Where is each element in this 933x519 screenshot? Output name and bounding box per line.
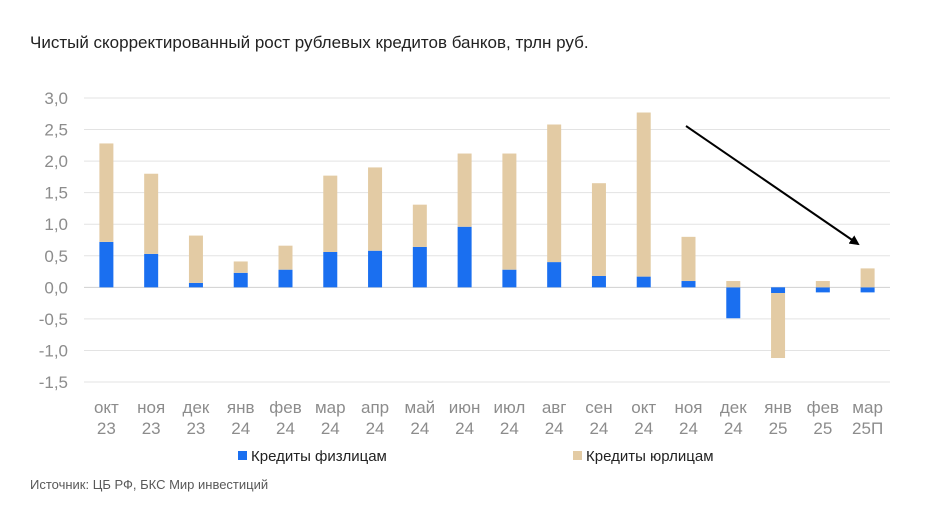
x-tick-label-year: 24: [589, 419, 608, 438]
y-tick-label: 3,0: [44, 89, 68, 108]
x-tick-label-year: 24: [321, 419, 340, 438]
bars-layer: [99, 112, 875, 359]
bar-individuals: [636, 276, 651, 288]
x-tick-label-year: 25: [813, 419, 832, 438]
y-tick-label: 0,5: [44, 247, 68, 266]
x-tick-label-year: 23: [186, 419, 205, 438]
x-tick-label-month: окт: [94, 398, 119, 417]
x-tick-label-year: 24: [679, 419, 698, 438]
x-tick-label-month: ноя: [674, 398, 702, 417]
x-tick-label-month: сен: [585, 398, 612, 417]
x-tick-label-month: фев: [807, 398, 839, 417]
x-tick-label-year: 24: [634, 419, 653, 438]
bar-individuals: [278, 269, 293, 288]
x-tick-label-month: дек: [720, 398, 747, 417]
source-note: Источник: ЦБ РФ, БКС Мир инвестиций: [30, 477, 269, 492]
bar-individuals: [815, 287, 830, 293]
bar-individuals: [771, 287, 786, 294]
legend-swatch: [573, 451, 582, 460]
bar-corporates: [636, 112, 651, 277]
x-tick-label-year: 24: [410, 419, 429, 438]
bar-corporates: [547, 124, 562, 263]
x-tick-label-year: 24: [366, 419, 385, 438]
bar-corporates: [815, 281, 830, 288]
bar-individuals: [144, 253, 159, 288]
bar-corporates: [726, 281, 741, 288]
bar-corporates: [860, 268, 875, 288]
bar-individuals: [502, 269, 517, 288]
y-axis-ticks: 3,0 2,5 2,0 1,5 1,0 0,5 0,0 -0,5 -1,0 -1,5: [39, 89, 68, 392]
chart-title: Чистый скорректированный рост рублевых к…: [30, 33, 589, 52]
x-axis-ticks: окт 23 ноя 23 дек 23 янв 24 фев 24 мар 24 апр 24 май 24…: [94, 398, 883, 438]
x-tick-label-year: 23: [97, 419, 116, 438]
x-tick-label-month: мар: [852, 398, 883, 417]
bar-corporates: [144, 173, 159, 254]
x-tick-label-year: 24: [455, 419, 474, 438]
x-tick-label-year: 24: [276, 419, 295, 438]
x-tick-label-year: 24: [500, 419, 519, 438]
x-tick-label-year: 25П: [852, 419, 883, 438]
x-tick-label-month: июл: [493, 398, 525, 417]
bar-individuals: [188, 282, 203, 288]
x-tick-label-month: апр: [361, 398, 389, 417]
y-tick-label: -1,0: [39, 341, 68, 360]
legend-swatch: [238, 451, 247, 460]
x-tick-label-month: фев: [269, 398, 301, 417]
x-tick-label-month: ноя: [137, 398, 165, 417]
x-tick-label-year: 25: [769, 419, 788, 438]
x-tick-label-month: авг: [542, 398, 567, 417]
bar-individuals: [233, 272, 248, 288]
bar-individuals: [368, 250, 383, 288]
x-tick-label-month: янв: [227, 398, 255, 417]
y-tick-label: -1,5: [39, 373, 68, 392]
x-tick-label-month: май: [405, 398, 436, 417]
bar-corporates: [457, 153, 472, 227]
x-tick-label-month: окт: [631, 398, 656, 417]
x-tick-label-month: дек: [183, 398, 210, 417]
bar-corporates: [188, 235, 203, 283]
y-tick-label: 0,0: [44, 278, 68, 297]
x-tick-label-year: 24: [545, 419, 564, 438]
legend: Кредиты физлицам Кредиты юрлицам: [238, 448, 714, 465]
x-tick-label-year: 24: [724, 419, 743, 438]
x-tick-label-month: янв: [764, 398, 792, 417]
legend-label: Кредиты юрлицам: [586, 448, 714, 465]
bar-individuals: [591, 275, 606, 288]
x-tick-label-year: 23: [142, 419, 161, 438]
bar-corporates: [323, 175, 338, 252]
bar-corporates: [502, 153, 517, 270]
bar-individuals: [457, 226, 472, 288]
y-tick-label: 1,5: [44, 184, 68, 203]
bar-corporates: [412, 204, 427, 247]
bar-corporates: [591, 183, 606, 276]
legend-label: Кредиты физлицам: [251, 448, 387, 465]
trend-arrow: [685, 125, 860, 246]
grid-layer: [84, 97, 890, 383]
bar-individuals: [99, 241, 114, 288]
x-tick-label-month: июн: [449, 398, 481, 417]
bar-corporates: [99, 143, 114, 242]
bar-individuals: [547, 262, 562, 288]
bar-individuals: [860, 287, 875, 293]
x-tick-label-year: 24: [231, 419, 250, 438]
bar-corporates: [278, 245, 293, 270]
y-tick-label: 1,0: [44, 215, 68, 234]
y-tick-label: 2,5: [44, 121, 68, 140]
bar-individuals: [412, 246, 427, 288]
bar-corporates: [233, 261, 248, 273]
x-tick-label-month: мар: [315, 398, 346, 417]
y-tick-label: -0,5: [39, 310, 68, 329]
bar-individuals: [323, 251, 338, 288]
bar-corporates: [368, 167, 383, 251]
bar-individuals: [726, 287, 741, 319]
y-tick-label: 2,0: [44, 152, 68, 171]
bar-individuals: [681, 281, 696, 288]
bar-corporates: [771, 293, 786, 359]
bar-corporates: [681, 236, 696, 282]
